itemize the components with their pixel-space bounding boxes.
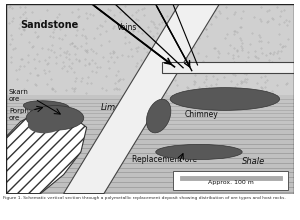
Bar	[6, 95, 294, 127]
Bar	[6, 4, 294, 95]
Text: Figure 1. Schematic vertical section through a polymetallic replacement deposit : Figure 1. Schematic vertical section thr…	[3, 196, 286, 200]
Bar	[173, 171, 288, 190]
Text: Shale: Shale	[242, 157, 266, 166]
Ellipse shape	[146, 99, 171, 133]
Text: Sandstone: Sandstone	[20, 20, 79, 29]
Polygon shape	[6, 110, 87, 194]
Ellipse shape	[170, 88, 280, 110]
Ellipse shape	[156, 144, 242, 159]
Text: Replacement ore: Replacement ore	[132, 155, 197, 164]
Ellipse shape	[23, 101, 69, 112]
Text: Skarn
ore: Skarn ore	[9, 89, 29, 102]
Text: Chimney: Chimney	[184, 110, 218, 119]
Text: Veins: Veins	[117, 23, 137, 32]
Bar	[6, 127, 294, 194]
Text: Dike: Dike	[133, 84, 150, 103]
Ellipse shape	[28, 114, 65, 133]
Polygon shape	[64, 4, 219, 194]
Text: Stock: Stock	[26, 177, 47, 186]
Ellipse shape	[26, 106, 84, 130]
Text: Sill: Sill	[251, 63, 262, 72]
Text: Manto: Manto	[203, 93, 229, 102]
Text: Porphyry
ore: Porphyry ore	[9, 108, 40, 121]
Polygon shape	[161, 62, 294, 73]
Text: Limestone: Limestone	[101, 103, 144, 112]
Text: Approx. 100 m: Approx. 100 m	[208, 180, 254, 185]
